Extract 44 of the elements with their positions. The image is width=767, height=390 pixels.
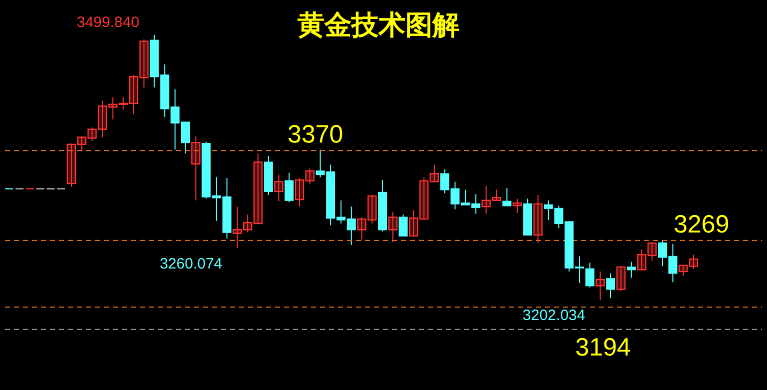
candlestick bbox=[367, 194, 377, 224]
candlestick bbox=[108, 96, 118, 120]
candlestick bbox=[398, 214, 408, 236]
text: 3499.840 bbox=[76, 14, 140, 32]
candlestick bbox=[502, 187, 512, 206]
text: 3202.034 bbox=[522, 306, 586, 324]
ref-line-label: 3194 bbox=[575, 333, 631, 362]
candlestick bbox=[430, 164, 439, 182]
ref-line-label: 3370 bbox=[288, 120, 344, 149]
candlestick bbox=[294, 178, 304, 208]
annotation: 3260.074 bbox=[160, 255, 222, 272]
candlestick bbox=[118, 96, 128, 110]
candlestick bbox=[88, 126, 97, 142]
candlestick bbox=[533, 194, 543, 244]
candlestick bbox=[388, 211, 398, 243]
candlestick bbox=[606, 272, 616, 299]
chart-title: 黄金技术图解 bbox=[296, 10, 460, 40]
candlestick bbox=[357, 216, 366, 240]
candlestick bbox=[284, 172, 294, 203]
candlestick bbox=[678, 264, 688, 276]
ref-line-label: 3269 bbox=[674, 210, 730, 238]
candlestick bbox=[419, 176, 429, 220]
candlestick bbox=[77, 136, 86, 152]
candlestick bbox=[253, 152, 263, 224]
candlestick bbox=[232, 206, 242, 249]
candlestick bbox=[128, 74, 138, 115]
candlestick bbox=[305, 168, 314, 185]
candlestick bbox=[139, 38, 149, 88]
candlestick bbox=[637, 248, 646, 270]
candlestick bbox=[688, 254, 698, 270]
candlestick bbox=[482, 186, 491, 214]
candlestick bbox=[492, 189, 502, 201]
candlestick bbox=[66, 142, 76, 188]
candlestick bbox=[626, 261, 636, 278]
candlestick bbox=[98, 100, 108, 138]
candlestick bbox=[596, 271, 605, 300]
candlestick bbox=[512, 198, 522, 214]
candlestick bbox=[585, 262, 594, 288]
candlestick bbox=[616, 266, 626, 292]
candlestick bbox=[274, 174, 284, 202]
candlestick bbox=[408, 210, 418, 237]
candlestick bbox=[647, 242, 657, 262]
candlestick bbox=[191, 136, 200, 201]
candlestick bbox=[243, 214, 252, 233]
